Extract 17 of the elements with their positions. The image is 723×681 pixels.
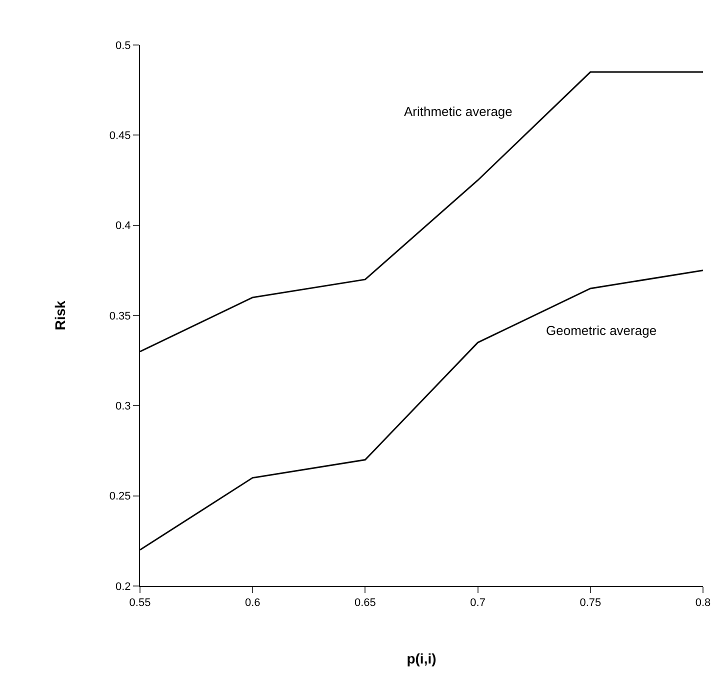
x-axis-title: p(i,i) (406, 650, 436, 666)
x-tick-label: 0.8 (695, 597, 711, 610)
x-tick-label: 0.75 (580, 597, 602, 610)
y-axis-title: Risk (52, 300, 68, 330)
x-tick-label: 0.65 (354, 597, 376, 610)
y-tick-label: 0.25 (109, 490, 131, 503)
y-tick-label: 0.3 (116, 400, 131, 413)
x-tick-label: 0.55 (129, 597, 151, 610)
y-tick-label: 0.45 (109, 130, 131, 142)
y-tick-label: 0.5 (116, 40, 131, 52)
series-label: Geometric average (546, 323, 657, 338)
y-tick-label: 0.35 (109, 310, 131, 322)
y-tick-label: 0.2 (116, 580, 131, 593)
x-tick-label: 0.6 (244, 597, 260, 610)
x-tick-label: 0.7 (470, 597, 486, 610)
series-label: Arithmetic average (404, 104, 512, 119)
y-tick-label: 0.4 (116, 220, 131, 232)
